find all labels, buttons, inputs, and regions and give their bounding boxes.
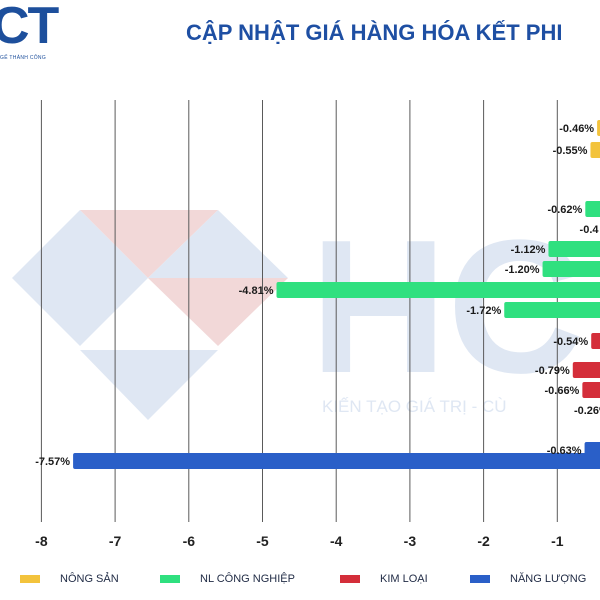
bar-nong_san — [590, 142, 600, 158]
watermark-diamond-top-mid — [80, 210, 218, 278]
bar-nong_san — [597, 120, 600, 136]
watermark-diamond-bottom — [80, 350, 218, 420]
bar-kim_loai — [582, 382, 600, 398]
watermark-diamond-top-right — [148, 210, 288, 278]
x-tick-label: -4 — [330, 533, 343, 549]
bar-value-label: -1.12% — [511, 244, 546, 256]
bar-value-label: -0.62% — [547, 204, 582, 216]
bar-value-label: -0.79% — [535, 365, 570, 377]
legend: NÔNG SẢN NL CÔNG NGHIỆP KIM LOẠI NĂNG LƯ… — [0, 573, 600, 595]
legend-label-kim-loai: KIM LOẠI — [380, 573, 428, 585]
bar-kim_loai — [591, 333, 600, 349]
legend-swatch-nong-san — [20, 575, 40, 583]
legend-swatch-nl-cong-nghiep — [160, 575, 180, 583]
bar-value-label: -0.26% — [574, 405, 600, 417]
legend-item-nl-cong-nghiep: NL CÔNG NGHIỆP — [160, 573, 295, 585]
bar-nl_cong_nghiep — [504, 302, 600, 318]
bar-nl_cong_nghiep — [585, 201, 600, 217]
bar-value-label: -1.20% — [505, 264, 540, 276]
bar-value-label: -4.81% — [239, 285, 274, 297]
bar-value-label: -1.72% — [466, 305, 501, 317]
bar-nl_cong_nghiep — [542, 261, 600, 277]
legend-item-nong-san: NÔNG SẢN — [20, 573, 119, 585]
legend-label-nl-cong-nghiep: NL CÔNG NGHIỆP — [200, 573, 295, 585]
x-tick-label: -7 — [109, 533, 122, 549]
bar-nl_cong_nghiep — [548, 241, 600, 257]
legend-swatch-kim-loai — [340, 575, 360, 583]
legend-label-nong-san: NÔNG SẢN — [60, 573, 119, 585]
x-tick-label: -5 — [256, 533, 269, 549]
watermark-tagline: KIẾN TẠO GIÁ TRỊ - CÙ — [322, 397, 507, 416]
bar-value-label: -0.63% — [547, 445, 582, 457]
x-tick-label: -1 — [551, 533, 564, 549]
legend-item-kim-loai: KIM LOẠI — [340, 573, 428, 585]
legend-item-nang-luong: NĂNG LƯỢNG — [470, 573, 586, 585]
x-tick-label: -8 — [35, 533, 48, 549]
chart-title: CẬP NHẬT GIÁ HÀNG HÓA KẾT PHI — [186, 20, 563, 45]
bar-nl_cong_nghiep — [276, 282, 600, 298]
logo-tagline: GẾ THÀNH CÔNG — [0, 55, 47, 61]
bar-value-label: -0.66% — [544, 385, 579, 397]
bar-kim_loai — [572, 362, 600, 378]
watermark-diamond-right — [148, 278, 288, 346]
x-tick-label: -6 — [183, 533, 196, 549]
bar-value-label: -0.4 — [580, 224, 600, 236]
x-tick-label: -2 — [477, 533, 490, 549]
bar-value-label: -0.46% — [559, 123, 594, 135]
logo: CT — [0, 0, 59, 55]
legend-label-nang-luong: NĂNG LƯỢNG — [510, 573, 587, 585]
x-tick-label: -3 — [404, 533, 417, 549]
bar-series — [73, 120, 600, 469]
watermark-diamond-left — [12, 278, 148, 346]
bar-nang_luong — [73, 453, 600, 469]
bar-value-label: -0.54% — [553, 336, 588, 348]
bar-value-labels: -0.46% -0.55% -0.62% -0.4 -1.12% -1.20% -4.81%… — [35, 123, 600, 468]
watermark-diamond-top-left — [12, 210, 148, 278]
legend-swatch-nang-luong — [470, 575, 490, 583]
x-axis-tick-labels: -8 -7 -6 -5 -4 -3 -2 -1 — [35, 533, 564, 549]
bar-value-label: -0.55% — [553, 145, 588, 157]
bar-value-label: -7.57% — [35, 456, 70, 468]
